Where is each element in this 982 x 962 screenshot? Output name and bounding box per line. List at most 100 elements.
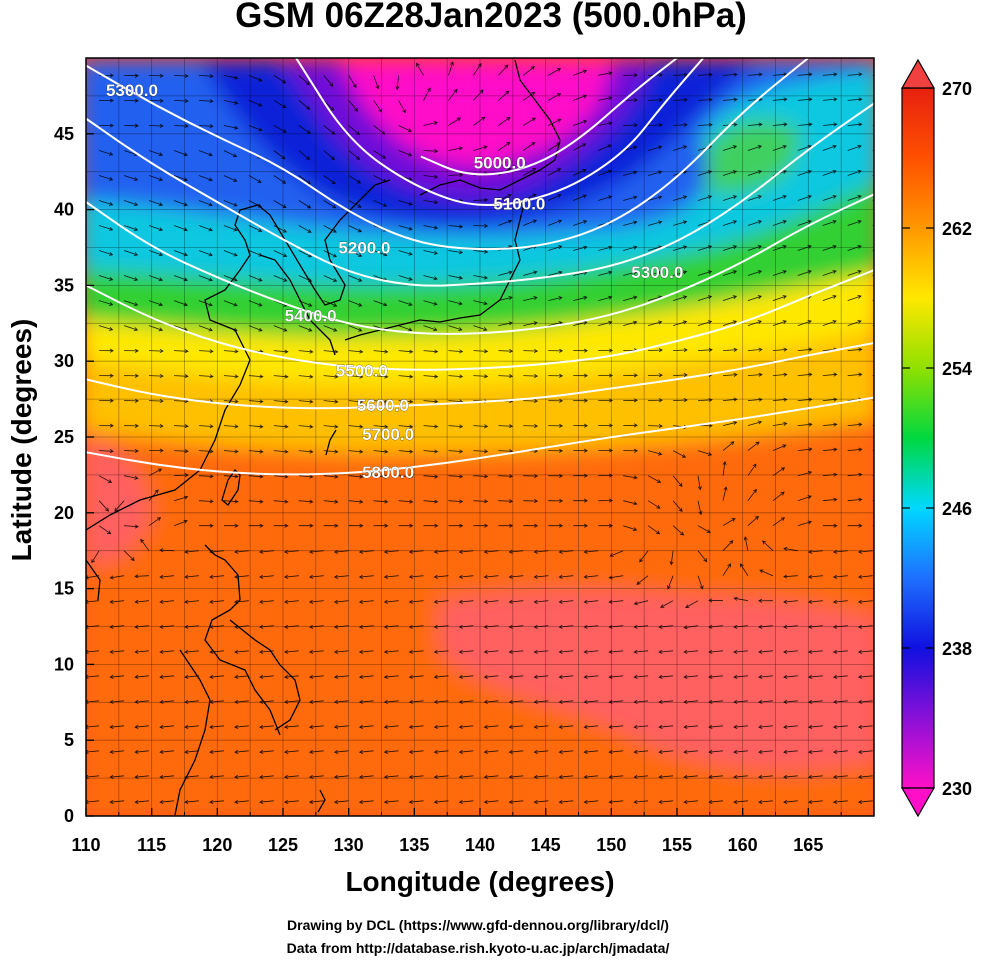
wind-arrow [98, 200, 114, 206]
wind-arrow [473, 275, 489, 280]
wind-arrow [148, 250, 164, 257]
wind-arrow [423, 523, 439, 528]
wind-arrow [223, 523, 239, 528]
wind-arrow [722, 295, 738, 301]
wind-arrow [722, 460, 727, 476]
wind-arrow [423, 121, 439, 126]
wind-arrow [608, 649, 624, 654]
wind-arrow [548, 168, 562, 176]
wind-arrow [598, 245, 613, 251]
wind-arrow [408, 674, 424, 679]
wind-arrow [209, 649, 224, 654]
wind-arrow [797, 270, 812, 276]
wind-arrow [398, 499, 414, 504]
wind-arrow [807, 749, 823, 754]
wind-arrow [433, 699, 449, 704]
wind-arrow [508, 549, 524, 554]
wind-arrow [398, 200, 413, 206]
wind-arrow [523, 117, 537, 126]
wind-arrow [822, 472, 838, 477]
wind-arrow [623, 398, 638, 403]
wind-arrow [822, 422, 838, 427]
wind-arrow [433, 799, 449, 804]
wind-arrow [423, 200, 439, 205]
wind-arrow [772, 195, 787, 201]
wind-arrow [259, 649, 274, 654]
wind-arrow [423, 325, 438, 332]
wind-arrow [473, 523, 489, 528]
wind-arrow [623, 123, 638, 128]
wind-arrow [658, 774, 674, 779]
wind-arrow [772, 347, 788, 352]
colorbar-tick-label: 246 [942, 499, 972, 519]
wind-arrow [523, 66, 535, 76]
wind-arrow [722, 145, 738, 151]
wind-arrow [498, 64, 509, 76]
wind-arrow [383, 774, 399, 779]
wind-arrow [683, 799, 699, 804]
wind-arrow [124, 348, 139, 353]
wind-arrow [583, 549, 599, 554]
wind-arrow [283, 774, 299, 779]
wind-arrow [86, 774, 100, 779]
wind-arrow [508, 624, 524, 629]
wind-arrow [648, 123, 663, 128]
wind-arrow [383, 624, 399, 629]
wind-arrow [623, 195, 638, 201]
wind-arrow [623, 500, 638, 506]
wind-arrow [573, 143, 587, 151]
wind-arrow [598, 320, 613, 326]
wind-arrow [733, 699, 748, 704]
wind-arrow [483, 749, 499, 754]
wind-arrow [822, 397, 838, 402]
wind-arrow [598, 144, 612, 151]
wind-arrow [558, 774, 574, 779]
wind-arrow [273, 349, 289, 354]
wind-arrow [308, 674, 324, 679]
wind-arrow [857, 599, 873, 604]
wind-arrow [667, 575, 674, 590]
wind-arrow [598, 348, 614, 353]
wind-arrow [408, 699, 424, 704]
wind-arrow [234, 749, 249, 754]
wind-arrow [259, 749, 274, 754]
wind-arrow [358, 599, 374, 604]
wind-arrow [433, 549, 449, 554]
wind-arrow [683, 674, 699, 679]
wind-arrow [323, 399, 339, 404]
wind-arrow [109, 674, 125, 679]
wind-arrow [223, 300, 238, 307]
wind-arrow [573, 348, 589, 353]
wind-arrow [184, 599, 199, 604]
wind-arrow [109, 575, 125, 580]
wind-arrow [672, 295, 688, 301]
wind-arrow [722, 245, 738, 251]
wind-arrow [473, 325, 488, 331]
wind-arrow [673, 347, 688, 353]
wind-arrow [847, 523, 863, 528]
wind-arrow [822, 320, 837, 326]
wind-arrow [248, 399, 264, 404]
wind-arrow [348, 100, 359, 112]
contour-label: 5800.0 [362, 463, 414, 482]
contour-line-5600.0 [86, 342, 874, 410]
wind-arrow [323, 275, 338, 282]
wind-arrow [483, 574, 499, 579]
wind-arrow [847, 372, 863, 377]
wind-arrow [683, 649, 699, 654]
wind-arrow [473, 300, 488, 306]
wind-arrow [448, 523, 464, 528]
wind-arrow [697, 122, 713, 127]
wind-arrow [283, 699, 299, 704]
wind-arrow [548, 68, 562, 76]
wind-arrow [783, 546, 798, 552]
wind-arrow [273, 275, 288, 282]
wind-arrow [348, 474, 364, 479]
wind-arrow [473, 116, 486, 126]
wind-arrow [847, 122, 863, 127]
wind-arrow [533, 549, 549, 554]
wind-arrow [583, 674, 599, 679]
wind-arrow [248, 75, 263, 82]
contour-line-5000.0 [420, 58, 678, 176]
wind-arrow [508, 724, 524, 729]
